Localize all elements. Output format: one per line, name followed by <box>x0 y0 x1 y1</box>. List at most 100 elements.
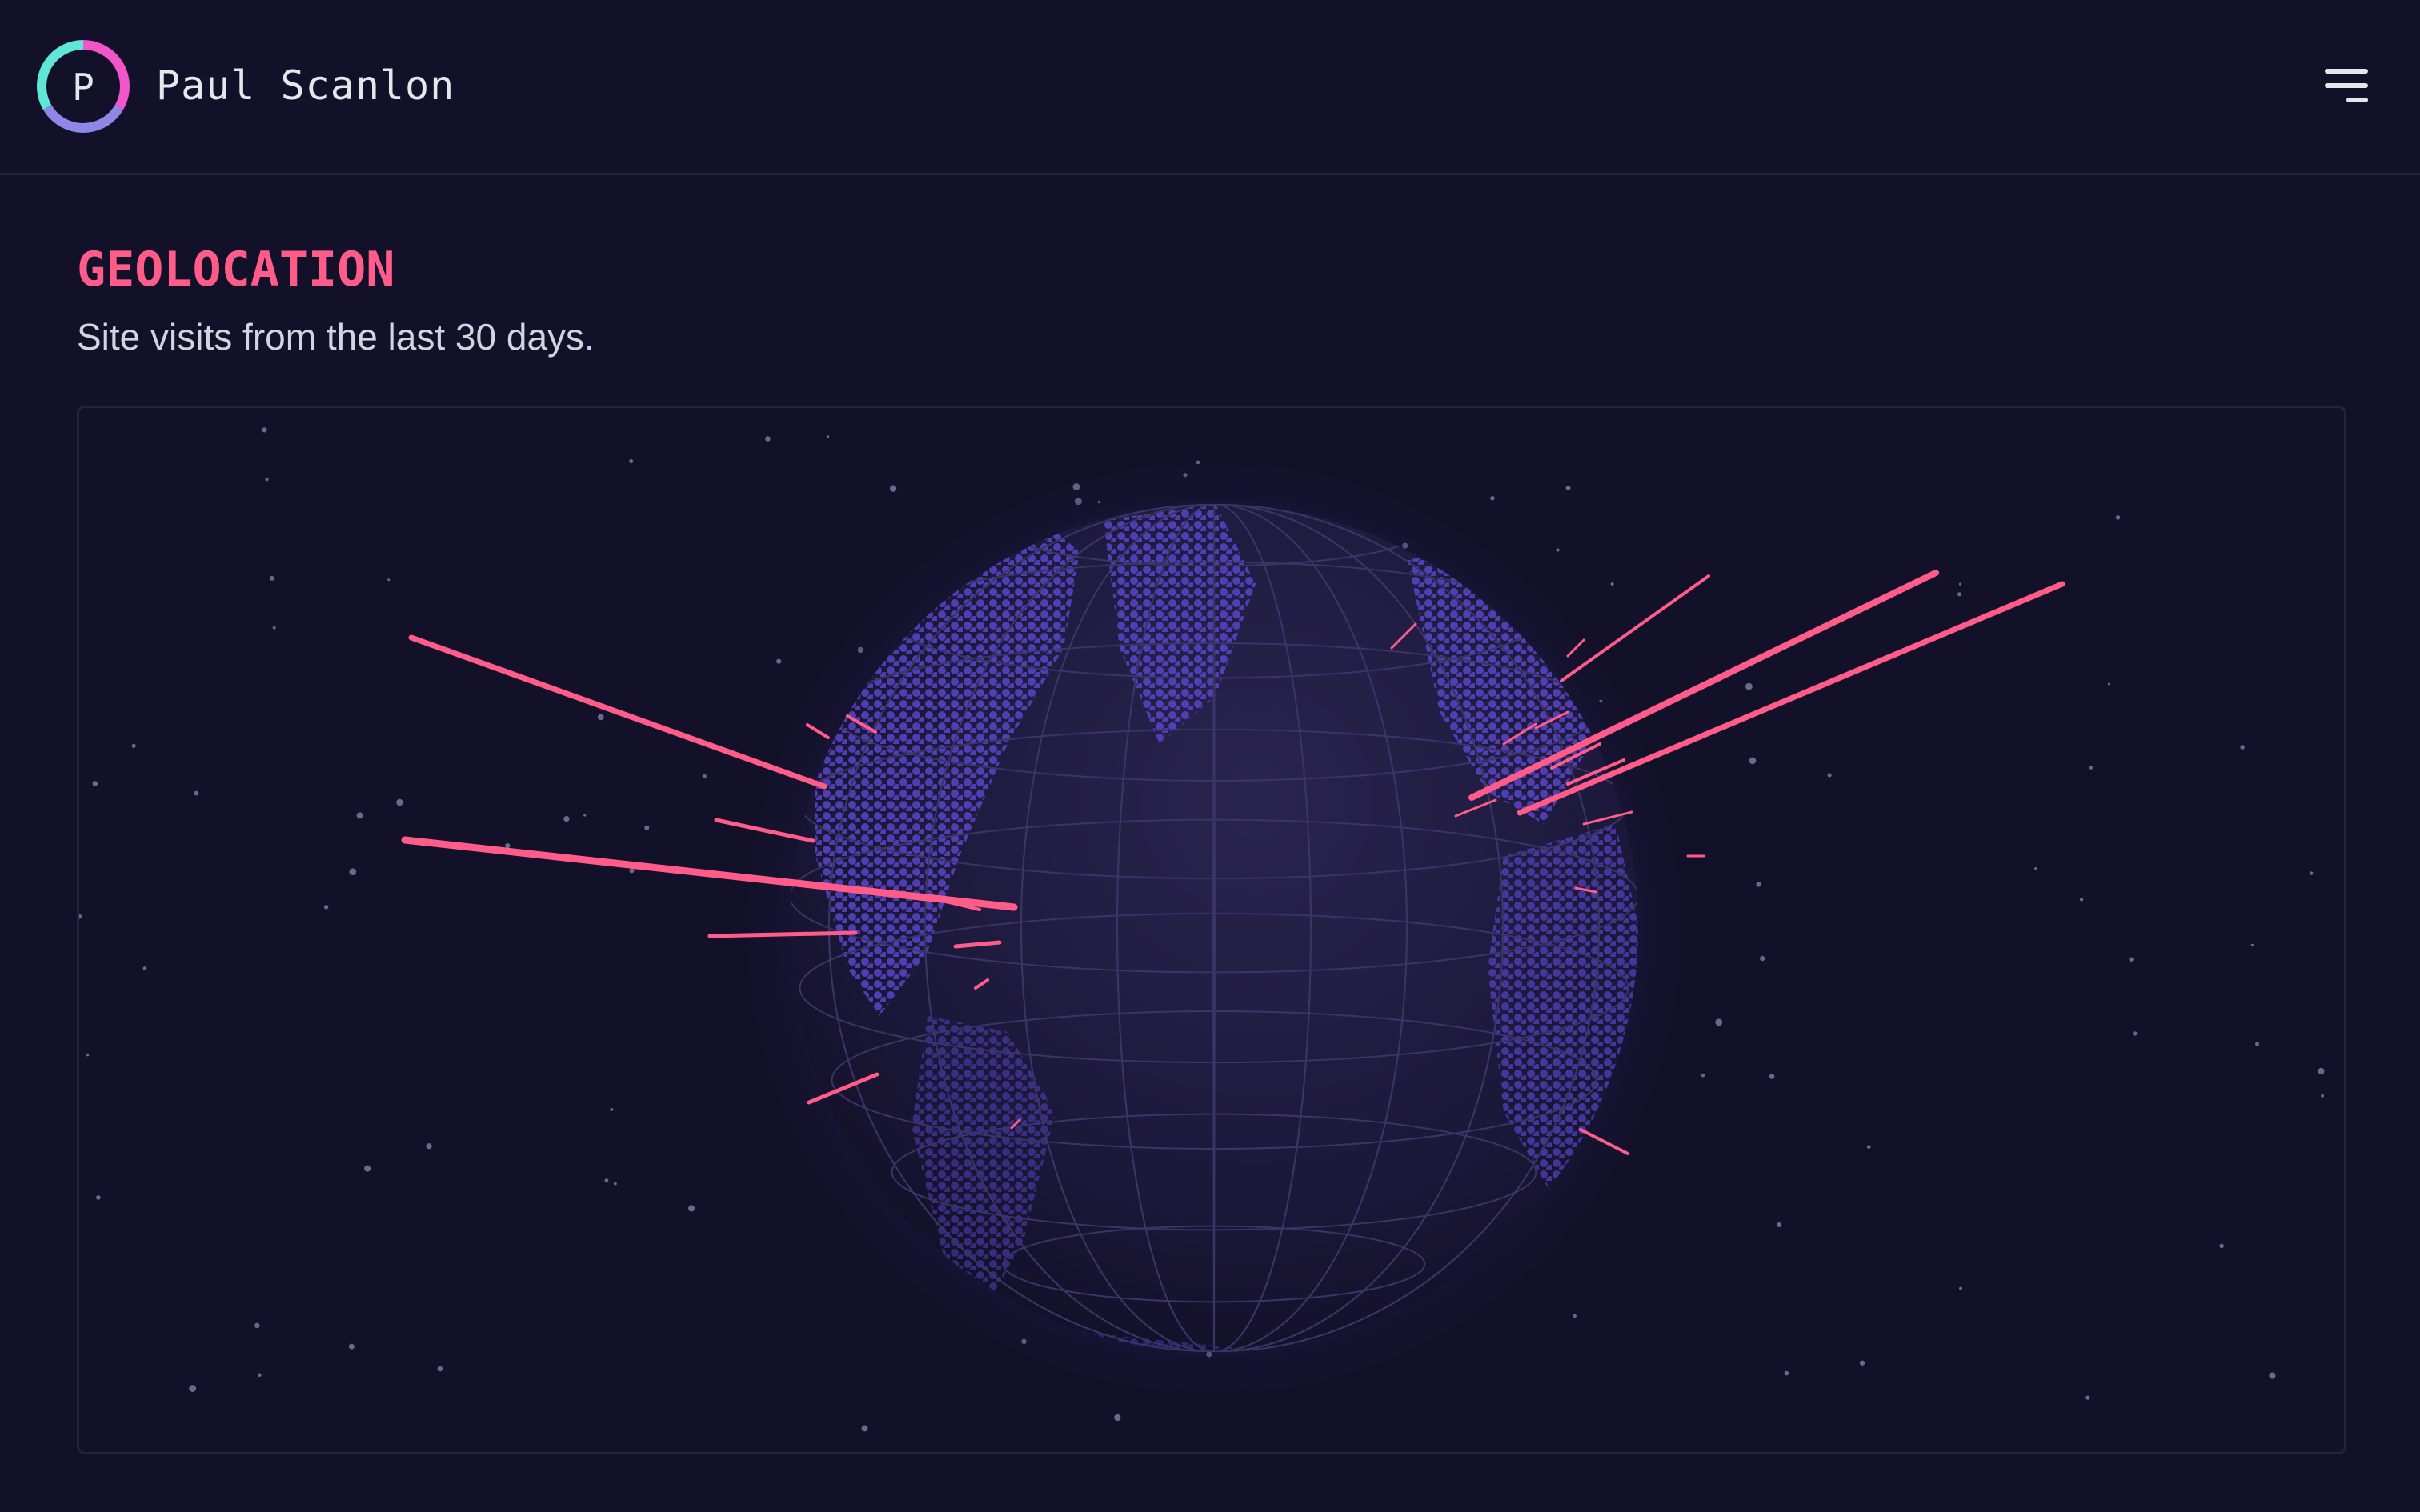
star <box>1573 1314 1577 1318</box>
star <box>889 485 897 492</box>
star <box>2318 1067 2325 1074</box>
visit-spike <box>974 978 989 990</box>
star <box>131 743 136 748</box>
globe-graticule <box>790 504 1638 1352</box>
visit-spike <box>1502 722 1537 746</box>
visit-spikes <box>401 570 2065 1155</box>
visit-spike <box>408 634 827 790</box>
visit-spike <box>714 818 815 843</box>
star <box>2269 1372 2276 1379</box>
parallel <box>790 818 1638 974</box>
visit-spike <box>806 723 830 739</box>
star <box>563 816 570 822</box>
star <box>2107 682 2110 686</box>
star <box>597 714 604 721</box>
visit-spike <box>1566 638 1585 658</box>
visit-spike <box>953 940 1002 949</box>
star <box>92 781 98 786</box>
parallel <box>1002 1225 1426 1303</box>
logo-letter: P <box>72 66 94 109</box>
star <box>1556 548 1560 552</box>
antarctica <box>960 1304 1456 1352</box>
parallel <box>831 1010 1597 1150</box>
star <box>776 658 782 664</box>
star <box>262 427 267 433</box>
parallel <box>799 912 1629 1064</box>
star <box>1777 1222 1782 1228</box>
star <box>96 1195 101 1200</box>
star <box>258 1373 262 1377</box>
star <box>2240 745 2245 750</box>
star <box>272 626 276 630</box>
meridian <box>1212 504 1216 1352</box>
hamburger-menu-icon[interactable] <box>2325 64 2376 109</box>
meridian <box>1020 504 1408 1352</box>
star <box>1610 582 1614 586</box>
star <box>356 812 363 819</box>
star <box>387 578 391 582</box>
star <box>1769 1074 1775 1079</box>
star <box>1715 1018 1723 1026</box>
visit-spike <box>1582 810 1633 826</box>
meridian <box>1116 504 1312 1352</box>
visit-spike <box>707 930 858 938</box>
visit-spike <box>1566 758 1625 786</box>
star <box>604 1178 609 1183</box>
star <box>2321 1094 2325 1098</box>
star <box>265 478 269 482</box>
visit-spike <box>1454 798 1497 818</box>
star <box>1859 1360 1865 1366</box>
star <box>1745 682 1753 690</box>
star <box>1866 1145 1871 1149</box>
star <box>702 774 707 778</box>
star <box>189 1385 197 1392</box>
star <box>1114 1414 1121 1422</box>
star <box>505 842 511 849</box>
star <box>2034 867 2037 870</box>
visit-spike <box>1560 574 1710 682</box>
star <box>1784 1370 1789 1376</box>
star <box>2079 898 2084 902</box>
star <box>2219 1243 2224 1249</box>
star <box>2250 943 2254 946</box>
star <box>2089 766 2093 770</box>
star <box>396 798 403 806</box>
star <box>1760 956 1765 962</box>
star <box>323 905 329 910</box>
visit-spike <box>938 898 981 911</box>
star <box>610 1107 614 1111</box>
star <box>2115 515 2121 520</box>
globe-visualization[interactable] <box>79 408 2344 1452</box>
visit-spike <box>807 1072 879 1105</box>
star <box>629 868 635 874</box>
star <box>1565 485 1571 490</box>
page-title: GEOLOCATION <box>77 242 395 298</box>
logo-avatar[interactable]: P <box>37 40 130 133</box>
visit-spike <box>846 714 877 734</box>
star <box>426 1143 432 1150</box>
globe-card[interactable] <box>77 406 2346 1454</box>
parallel <box>891 1113 1537 1231</box>
star <box>688 1205 695 1212</box>
star <box>2254 1042 2259 1046</box>
star <box>1490 495 1495 501</box>
site-name-link[interactable]: Paul Scanlon <box>156 62 455 109</box>
star <box>1749 757 1757 765</box>
star <box>1958 582 1962 586</box>
visit-spike <box>401 836 1018 911</box>
visit-spike <box>1534 710 1569 730</box>
star <box>861 1425 868 1432</box>
star <box>2085 1395 2090 1400</box>
visit-spike <box>1579 1128 1629 1155</box>
site-header: P Paul Scanlon <box>0 0 2420 175</box>
visit-spike <box>1010 1118 1021 1130</box>
star <box>1827 773 1832 778</box>
star <box>2133 1031 2138 1036</box>
star <box>142 966 147 970</box>
visit-spike <box>1574 886 1597 894</box>
visit-spike <box>1468 570 1939 801</box>
visit-spike <box>1517 581 2065 816</box>
star <box>1701 1073 1705 1078</box>
star <box>364 1165 371 1172</box>
star <box>269 575 274 581</box>
